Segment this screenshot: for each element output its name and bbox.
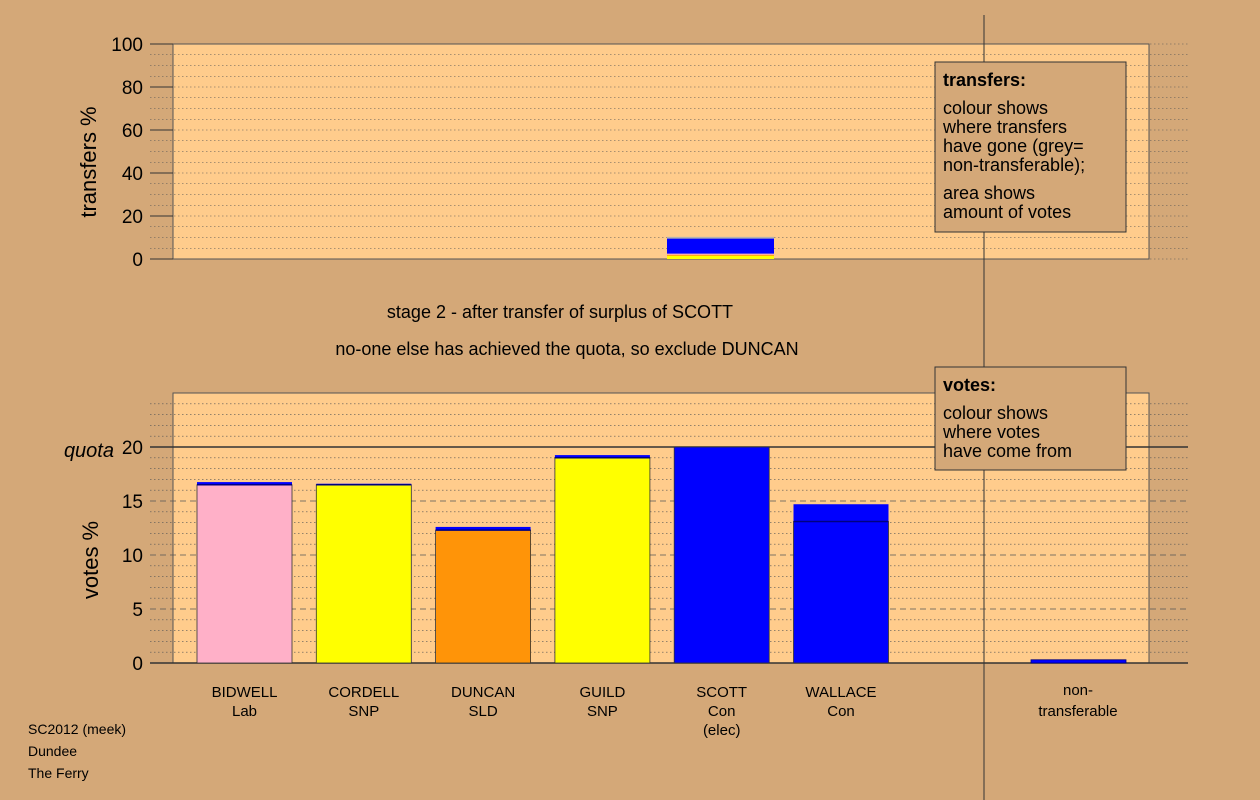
transfers-y-axis: 0 20 40 60 80 100 [111,35,173,271]
transfers-legend-line: amount of votes [943,202,1071,222]
footer-ward: The Ferry [28,765,89,781]
candidate-name: SCOTT [696,684,747,701]
candidate-party: SNP [587,703,618,720]
transfers-legend-title: transfers: [943,70,1026,90]
transfers-tick-label: 0 [132,250,143,271]
exclusion-note: no-one else has achieved the quota, so e… [335,339,798,359]
votes-y-axis-label: votes % [78,521,103,599]
transfer-segment-lab [667,253,774,255]
vote-transfer-wallace [793,504,889,522]
transfers-legend-line: where transfers [942,117,1067,137]
non-transferable-label: transferable [1038,703,1117,720]
candidate-name: WALLACE [805,684,876,701]
transfer-segment-con [667,238,774,254]
footer-system: SC2012 (meek) [28,721,127,737]
candidate-name: BIDWELL [212,684,278,701]
transfer-segment-grey [667,236,774,239]
votes-tick-label: 20 [122,438,143,459]
candidate-name: GUILD [579,684,625,701]
vote-bar-cordell [315,484,412,664]
vote-bar-bidwell [196,484,293,664]
vote-transfer-guild [554,455,650,458]
candidate-party: Con [708,703,736,720]
votes-legend-line: colour shows [943,403,1048,423]
vote-bar-guild [554,457,651,664]
votes-tick-label: 0 [132,654,143,675]
vote-bar-scott [673,446,770,664]
quota-label: quota [64,440,114,462]
transfers-legend-line: non-transferable); [943,155,1085,175]
transfers-y-axis-label: transfers % [76,106,101,217]
candidate-status: (elec) [703,722,741,739]
votes-legend-title: votes: [943,375,996,395]
candidate-party: SLD [469,703,498,720]
transfers-tick-label: 80 [122,78,143,99]
stage-description: stage 2 - after transfer of surplus of S… [387,302,733,322]
transfers-tick-label: 40 [122,164,143,185]
transfers-legend: transfers: colour shows where transfers … [934,61,1127,233]
transfers-tick-label: 20 [122,207,143,228]
votes-bars [196,446,1127,664]
candidate-party: SNP [348,703,379,720]
votes-tick-label: 5 [132,600,143,621]
candidate-name: DUNCAN [451,684,515,701]
non-transferable-label: non- [1063,682,1093,699]
votes-tick-label: 10 [122,546,143,567]
non-transferable-bar [1030,659,1127,664]
votes-legend-box [934,366,1127,471]
footer-council: Dundee [28,743,78,759]
vote-bar-wallace [793,521,889,664]
votes-legend-line: where votes [942,422,1040,442]
transfers-bars [667,236,774,259]
transfers-tick-label: 60 [122,121,143,142]
candidate-labels: BIDWELL Lab CORDELL SNP DUNCAN SLD GUILD SNP SCO… [212,682,1118,739]
transfers-legend-line: colour shows [943,98,1048,118]
transfer-segment-snp [667,255,774,259]
candidate-name: CORDELL [328,684,399,701]
candidate-party: Lab [232,703,257,720]
vote-transfer-bidwell [197,482,292,485]
votes-legend-line: have come from [943,441,1072,461]
candidate-party: Con [827,703,855,720]
transfer-segment-sld [667,254,774,256]
transfers-legend-line: have gone (grey= [943,136,1084,156]
votes-y-axis: 0 5 10 15 20 [122,438,143,675]
votes-tick-label: 15 [122,492,143,513]
votes-legend: votes: colour shows where votes have com… [934,366,1127,471]
vote-transfer-duncan [435,526,531,531]
transfers-legend-line: area shows [943,183,1035,203]
transfers-tick-label: 100 [111,35,143,56]
vote-bar-duncan [435,529,532,664]
transfers-legend-box [934,61,1127,233]
